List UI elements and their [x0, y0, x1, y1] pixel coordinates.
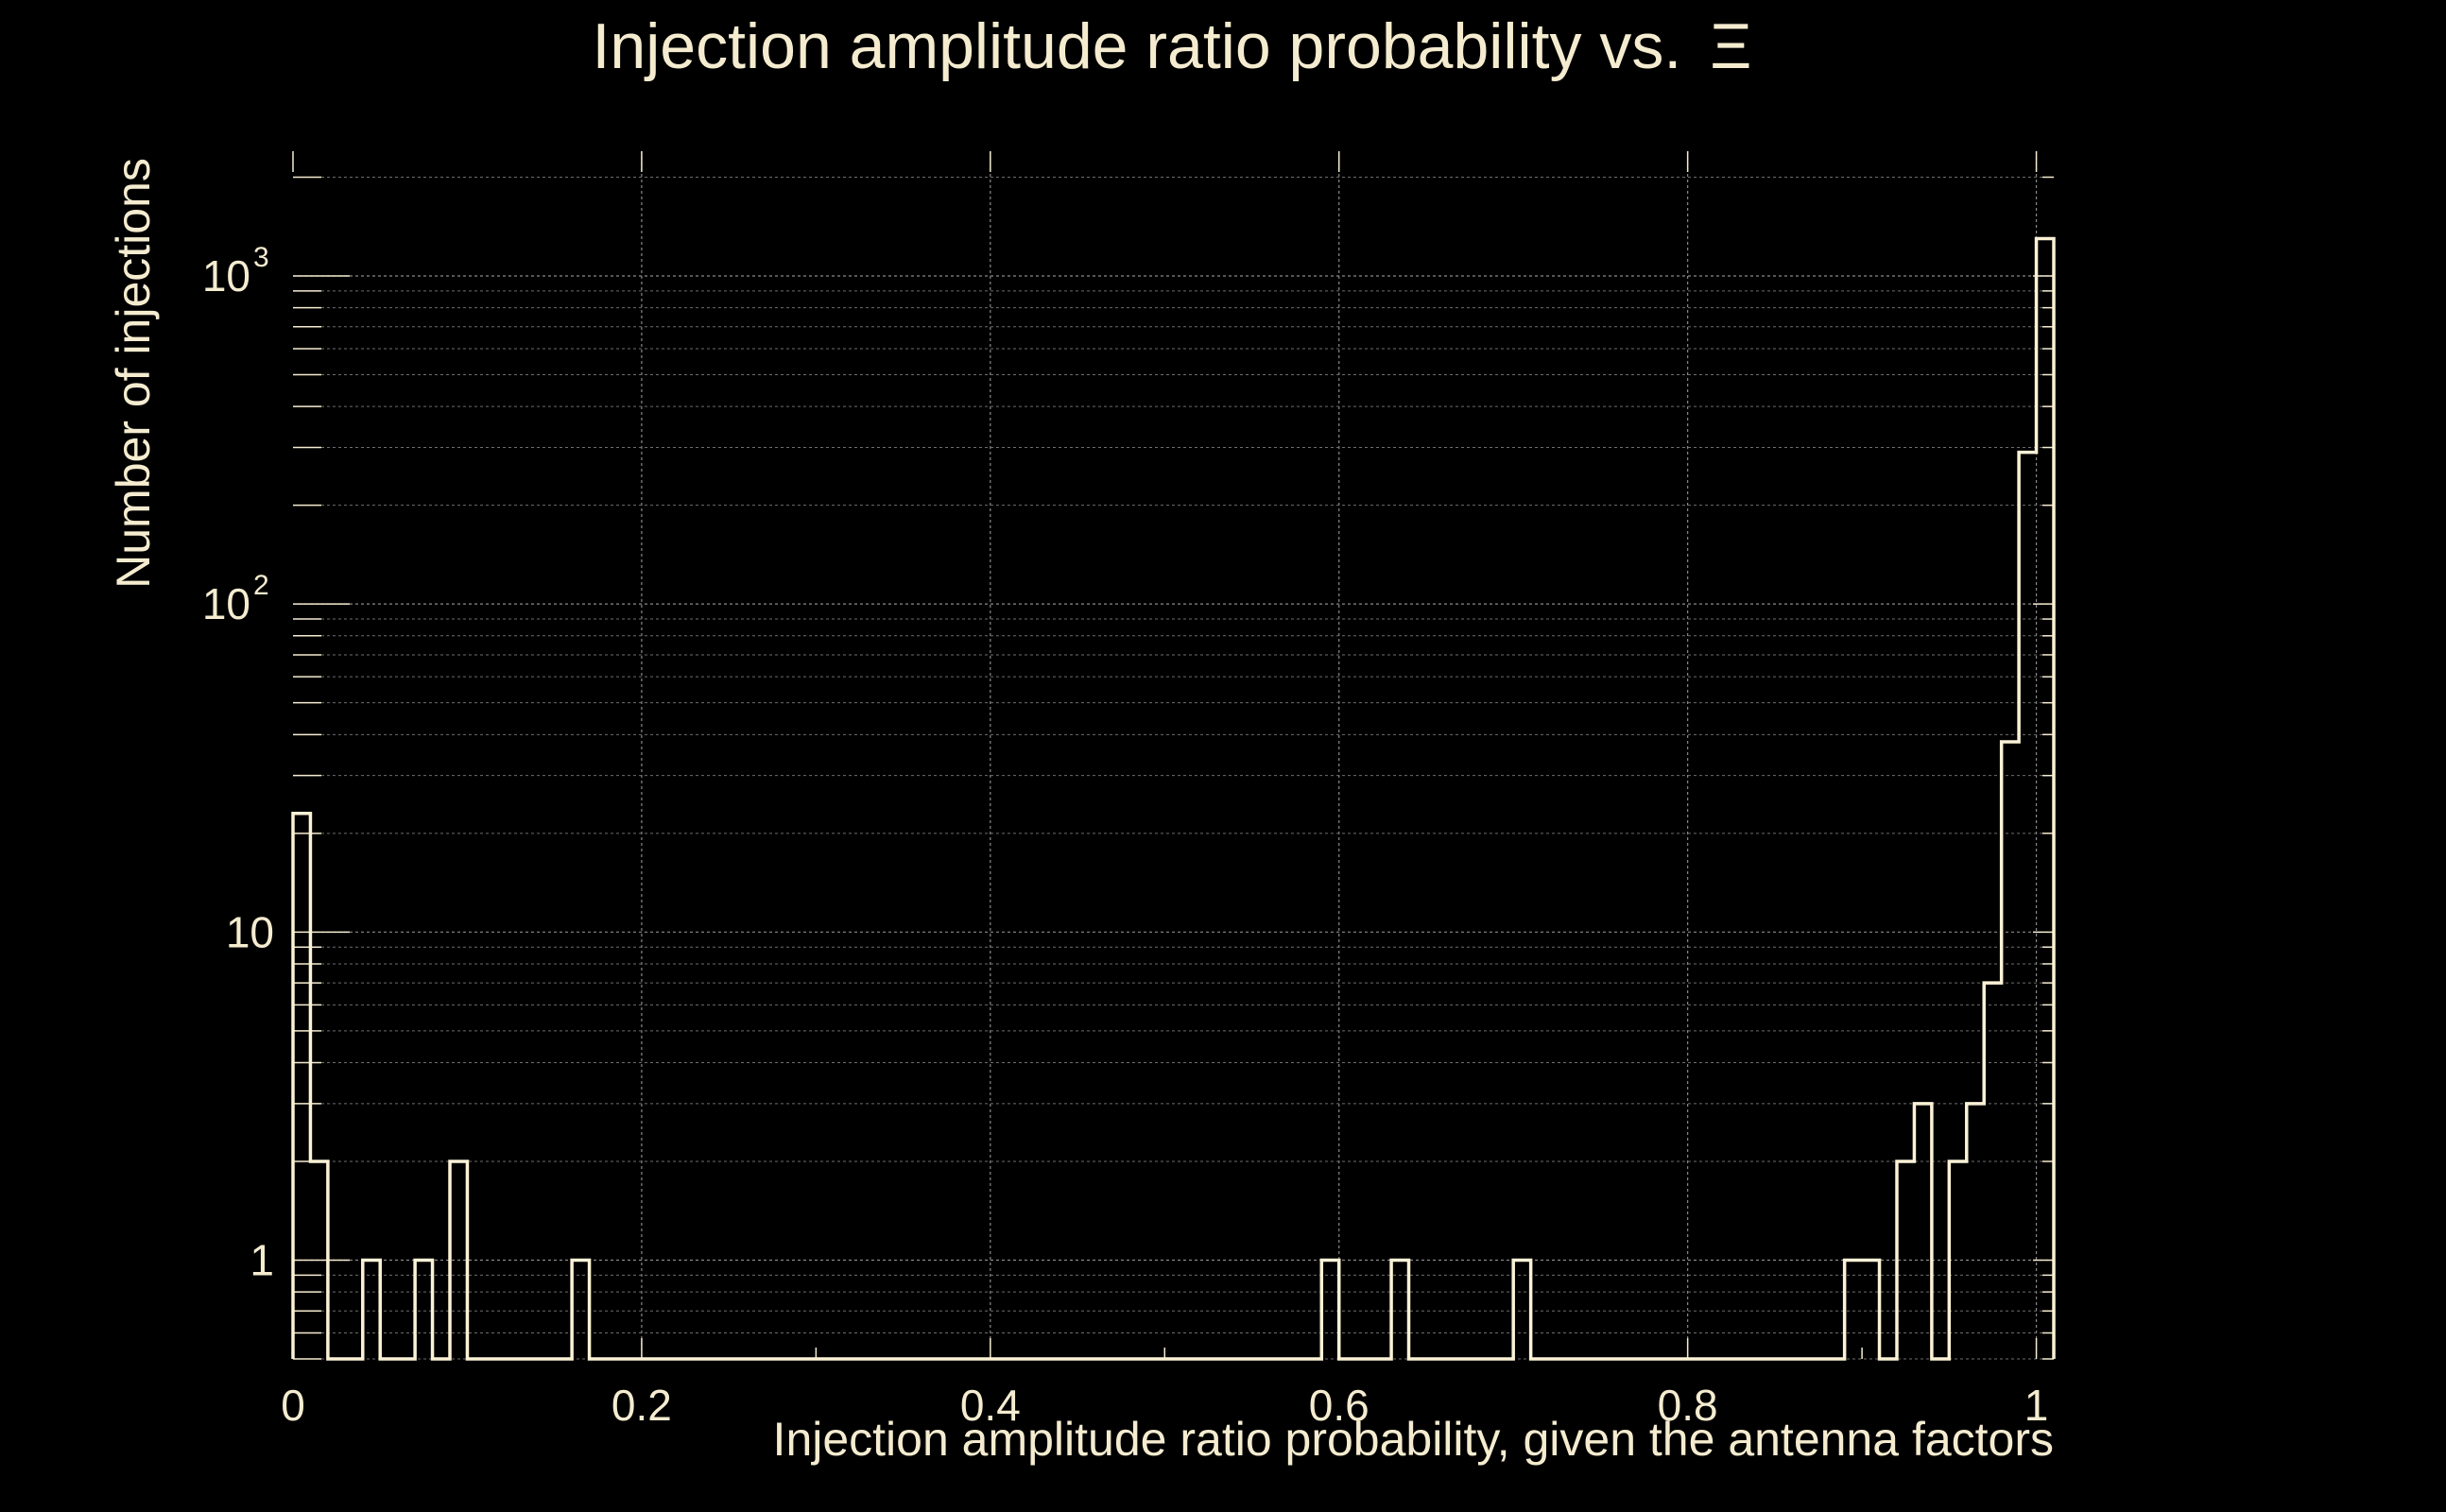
- grid: [293, 151, 2054, 1360]
- y-tick-exponent: 2: [253, 570, 269, 601]
- axis-ticks: [292, 151, 2054, 1360]
- x-tick-label: 0: [281, 1381, 305, 1430]
- x-tick-label: 0.2: [612, 1381, 672, 1430]
- x-tick-label: 0.8: [1658, 1381, 1718, 1430]
- y-axis-label: Number of injections: [107, 158, 160, 589]
- x-tick-label: 0.6: [1309, 1381, 1369, 1430]
- xi-symbol: Ξ: [1710, 10, 1751, 82]
- x-axis-label: Injection amplitude ratio probability, g…: [773, 1413, 2054, 1466]
- y-tick-label: 10: [226, 907, 274, 956]
- x-tick-label: 0.4: [960, 1381, 1021, 1430]
- y-tick-label: 1: [250, 1235, 274, 1284]
- y-tick-label: 10: [202, 579, 250, 628]
- histogram-series: [291, 236, 2056, 1361]
- chart-title: Injection amplitude ratio probability vs…: [592, 10, 1751, 82]
- y-tick-label: 10: [202, 251, 250, 301]
- x-tick-label: 1: [2024, 1381, 2049, 1430]
- y-tick-exponent: 3: [253, 242, 269, 273]
